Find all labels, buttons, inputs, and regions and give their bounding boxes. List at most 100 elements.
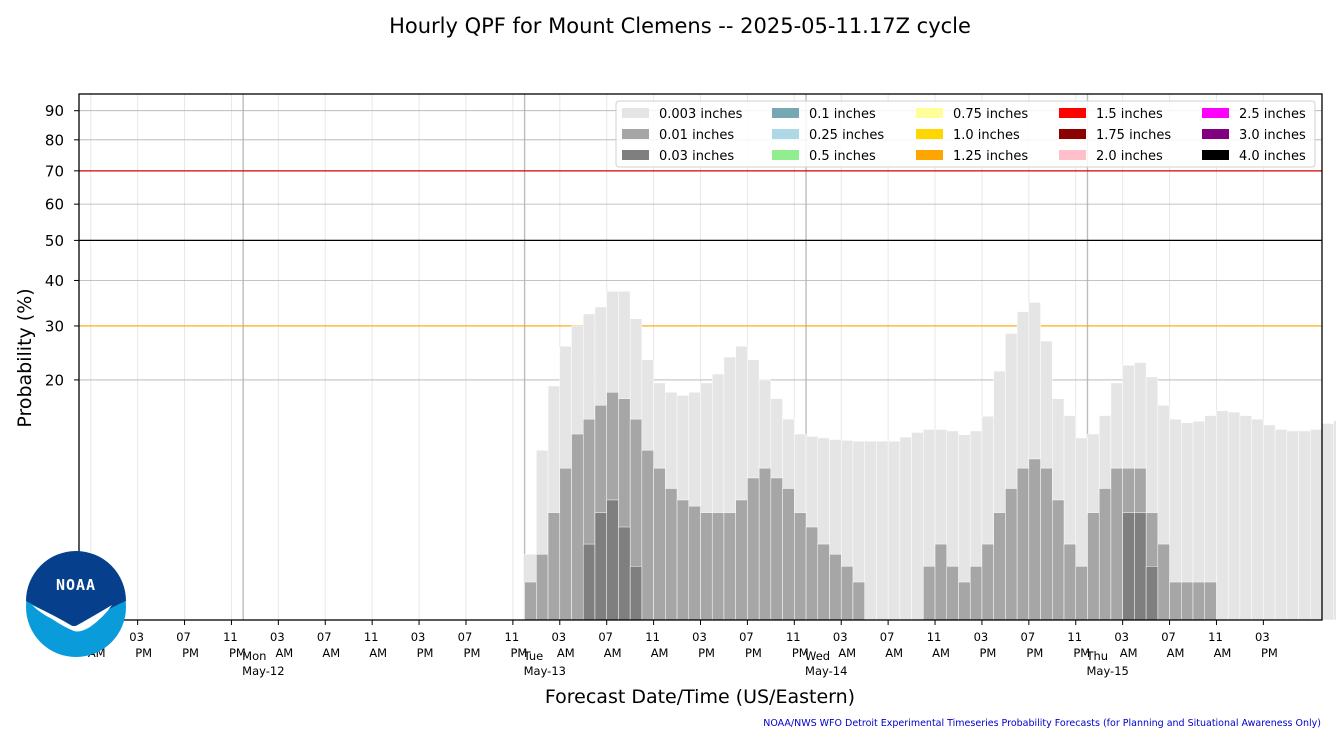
bar: [1274, 429, 1288, 621]
x-tick-time: 03: [1114, 630, 1129, 644]
x-tick-ampm: PM: [980, 646, 997, 660]
legend-swatch: [1059, 150, 1086, 160]
bar: [1110, 467, 1123, 621]
bar: [629, 566, 643, 621]
bar: [981, 543, 994, 621]
x-tick-time: 03: [551, 630, 566, 644]
bar: [1157, 543, 1170, 621]
bar: [1075, 566, 1088, 621]
x-tick-ampm: AM: [604, 646, 622, 660]
legend-swatch: [1059, 129, 1086, 139]
bar: [993, 512, 1006, 621]
bar: [969, 566, 983, 621]
legend-swatch: [916, 129, 943, 139]
x-tick-ampm: PM: [745, 646, 762, 660]
x-tick-ampm: AM: [838, 646, 856, 660]
x-tick-time: 11: [223, 630, 238, 644]
legend-swatch: [622, 108, 649, 118]
bar: [711, 512, 725, 621]
legend-swatch: [1059, 108, 1086, 118]
bar: [958, 581, 971, 621]
bars-layer: [524, 291, 1336, 621]
bar: [641, 449, 654, 621]
bar: [665, 488, 678, 621]
legend-swatch: [1202, 108, 1229, 118]
day-date-label: May-12: [242, 664, 284, 678]
noaa-logo-text: NOAA: [56, 576, 96, 594]
x-tick-time: 11: [927, 630, 942, 644]
y-tick-label: 30: [45, 317, 64, 335]
bar: [1052, 499, 1065, 621]
bar: [606, 499, 619, 621]
bar: [1192, 581, 1205, 621]
legend-swatch: [772, 129, 799, 139]
bar: [829, 554, 842, 621]
legend-entry: 0.1 inches: [809, 107, 876, 122]
legend-entry: 1.25 inches: [953, 149, 1028, 164]
bar: [1040, 467, 1053, 621]
legend-entry: 1.5 inches: [1096, 107, 1163, 122]
bar: [618, 526, 631, 621]
x-tick-ampm: AM: [1214, 646, 1232, 660]
legend-swatch: [916, 108, 943, 118]
day-date-label: May-15: [1086, 664, 1128, 678]
x-tick-ampm: AM: [932, 646, 950, 660]
day-name-label: Thu: [1085, 649, 1108, 663]
legend-entry: 0.5 inches: [809, 149, 876, 164]
legend-entry: 0.25 inches: [809, 128, 884, 143]
bar: [1321, 423, 1334, 621]
x-tick-ampm: AM: [275, 646, 293, 660]
x-tick-ampm: AM: [369, 646, 387, 660]
x-tick-time: 07: [739, 630, 754, 644]
x-tick-time: 03: [1255, 630, 1270, 644]
chart-title: Hourly QPF for Mount Clemens -- 2025-05-…: [389, 14, 971, 38]
bar: [817, 543, 830, 621]
bar: [794, 512, 807, 621]
legend-entry: 1.0 inches: [953, 128, 1020, 143]
x-tick-ampm: PM: [182, 646, 199, 660]
bar: [1286, 430, 1299, 621]
legend-entry: 1.75 inches: [1096, 128, 1171, 143]
bar: [524, 581, 537, 621]
x-tick-time: 07: [458, 630, 473, 644]
x-tick-time: 07: [598, 630, 613, 644]
y-tick-label: 90: [45, 102, 64, 120]
threshold-lines: [79, 170, 1322, 327]
legend-swatch: [1202, 129, 1229, 139]
legend-swatch: [916, 150, 943, 160]
bar: [735, 499, 748, 621]
x-tick-time: 03: [974, 630, 989, 644]
legend-swatch: [772, 108, 799, 118]
y-tick-label: 40: [45, 272, 64, 290]
x-tick-time: 11: [1208, 630, 1223, 644]
bar: [1134, 512, 1147, 621]
bar: [805, 526, 819, 621]
x-tick-time: 11: [645, 630, 660, 644]
legend-swatch: [622, 150, 649, 160]
legend-swatch: [772, 150, 799, 160]
x-tick-time: 11: [364, 630, 379, 644]
x-tick-ampm: PM: [1026, 646, 1043, 660]
legend-entry: 0.003 inches: [659, 107, 743, 122]
bar: [876, 440, 889, 621]
x-tick-ampm: PM: [135, 646, 152, 660]
legend-entry: 2.5 inches: [1239, 107, 1306, 122]
y-tick-label: 80: [45, 131, 64, 149]
x-tick-time: 03: [129, 630, 144, 644]
x-tick-ampm: AM: [1167, 646, 1185, 660]
bar: [1181, 581, 1194, 621]
x-tick-time: 07: [317, 630, 332, 644]
legend-entry: 0.75 inches: [953, 107, 1028, 122]
day-name-label: Wed: [805, 649, 830, 663]
x-tick-labels: 11 AM 03 PM 07 PM 11 PM 03 AM 07 AM 11 AM 03 PM 07 PM 11 PM…: [82, 620, 1278, 660]
legend-entry: 2.0 inches: [1096, 149, 1163, 164]
bar: [1298, 430, 1311, 621]
y-tick-label: 70: [45, 162, 64, 180]
bar: [887, 440, 901, 621]
x-tick-ampm: AM: [557, 646, 575, 660]
x-tick-ampm: PM: [464, 646, 481, 660]
x-tick-ampm: PM: [698, 646, 715, 660]
x-tick-time: 07: [880, 630, 895, 644]
bar: [1063, 543, 1076, 621]
